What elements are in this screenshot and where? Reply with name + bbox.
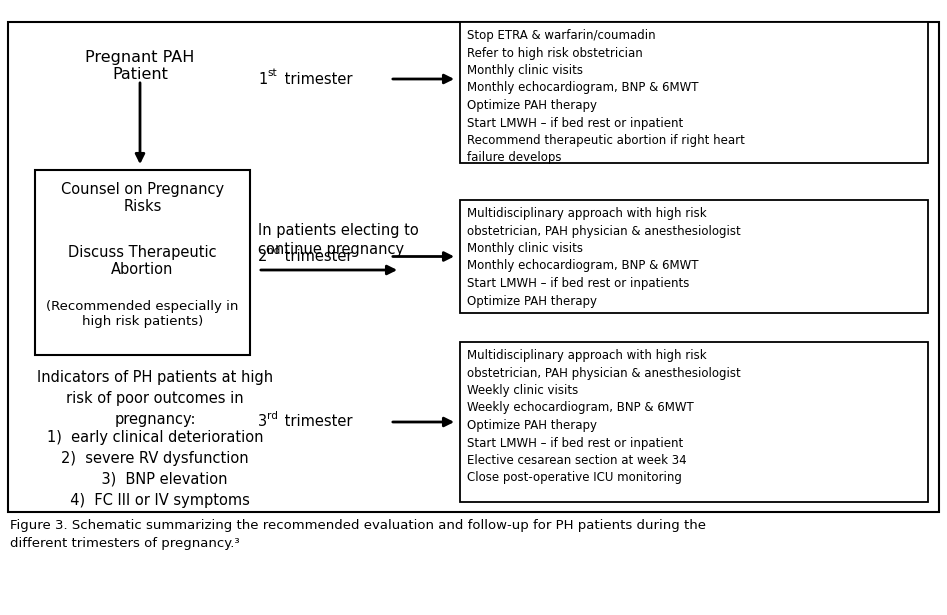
Text: Discuss Therapeutic
Abortion: Discuss Therapeutic Abortion	[68, 245, 217, 277]
Text: trimester: trimester	[280, 71, 352, 87]
Text: Pregnant PAH
Patient: Pregnant PAH Patient	[85, 50, 195, 82]
Text: 1)  early clinical deterioration
2)  severe RV dysfunction
    3)  BNP elevation: 1) early clinical deterioration 2) sever…	[46, 430, 263, 508]
Text: Counsel on Pregnancy
Risks: Counsel on Pregnancy Risks	[61, 182, 224, 215]
Bar	[460, 22, 928, 163]
Text: trimester: trimester	[280, 415, 352, 429]
Text: In patients electing to
continue pregnancy: In patients electing to continue pregnan…	[258, 223, 419, 258]
Text: rd: rd	[267, 411, 277, 421]
Text: st: st	[267, 68, 277, 78]
Bar	[8, 22, 939, 512]
Text: Multidisciplinary approach with high risk
obstetrician, PAH physician & anesthes: Multidisciplinary approach with high ris…	[467, 349, 741, 485]
Bar	[35, 170, 250, 355]
Text: trimester: trimester	[280, 249, 352, 264]
Text: (Recommended especially in
high risk patients): (Recommended especially in high risk pat…	[46, 300, 239, 328]
Bar	[460, 342, 928, 502]
Text: Indicators of PH patients at high
risk of poor outcomes in
pregnancy:: Indicators of PH patients at high risk o…	[37, 370, 273, 427]
Text: Multidisciplinary approach with high risk
obstetrician, PAH physician & anesthes: Multidisciplinary approach with high ris…	[467, 207, 741, 308]
Text: nd: nd	[267, 245, 280, 255]
Text: Stop ETRA & warfarin/coumadin
Refer to high risk obstetrician
Monthly clinic vis: Stop ETRA & warfarin/coumadin Refer to h…	[467, 29, 745, 164]
Text: 1: 1	[258, 71, 267, 87]
Text: 2: 2	[258, 249, 267, 264]
Text: Figure 3. Schematic summarizing the recommended evaluation and follow-up for PH : Figure 3. Schematic summarizing the reco…	[10, 519, 706, 550]
Bar	[460, 200, 928, 313]
Text: 3: 3	[258, 415, 267, 429]
